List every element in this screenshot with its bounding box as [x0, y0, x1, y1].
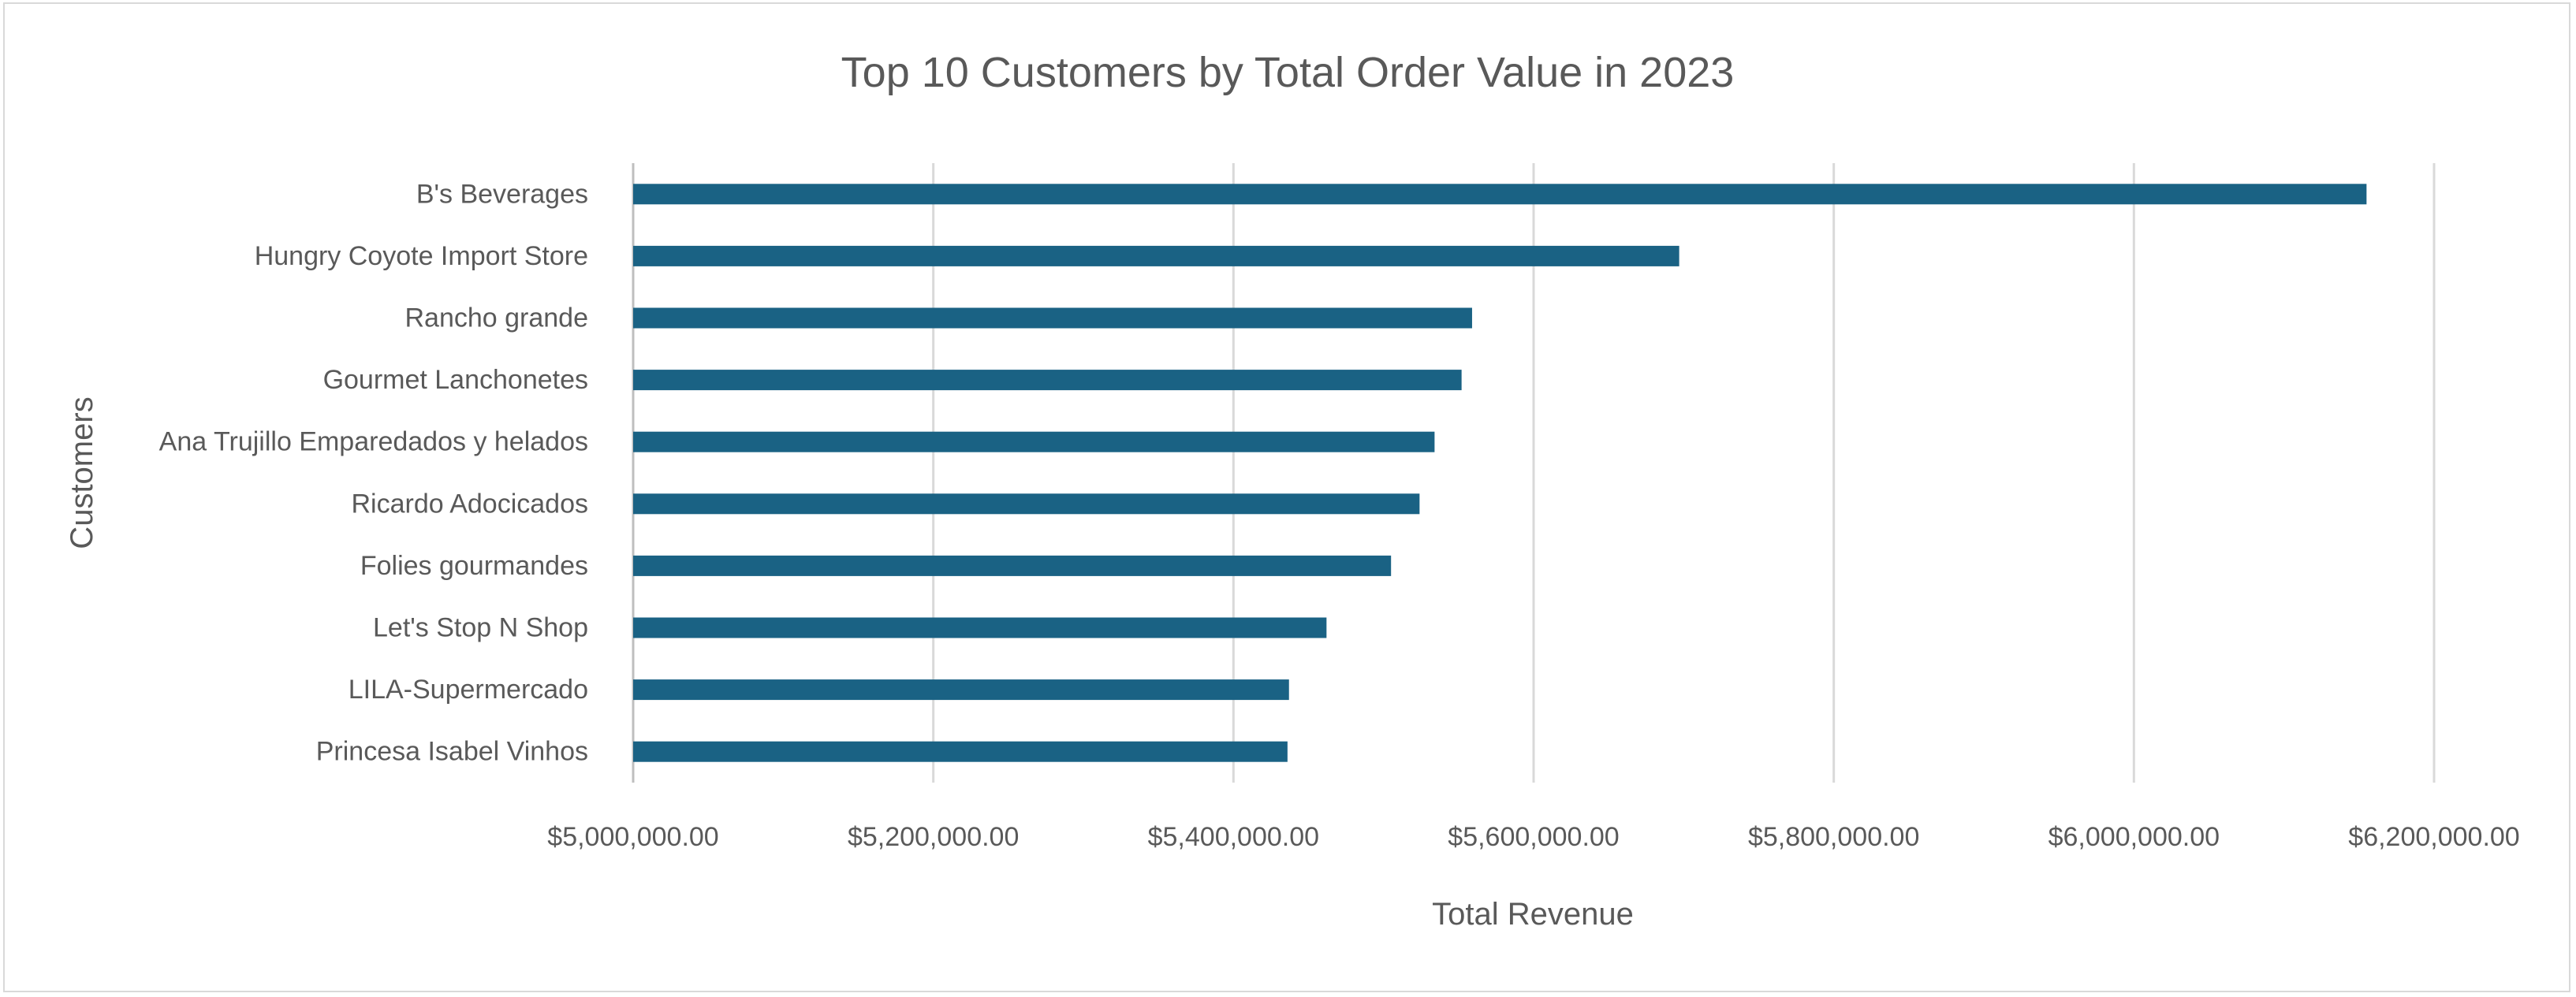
- bar: [633, 679, 1289, 701]
- category-label: Rancho grande: [404, 303, 588, 333]
- chart-title: Top 10 Customers by Total Order Value in…: [841, 49, 1735, 96]
- bar: [633, 617, 1327, 638]
- bar: [633, 555, 1392, 576]
- x-tick-label: $5,400,000.00: [1148, 822, 1319, 852]
- bar: [633, 370, 1462, 391]
- category-label: Princesa Isabel Vinhos: [316, 737, 588, 767]
- bar: [633, 741, 1288, 762]
- x-tick-label: $6,000,000.00: [2048, 822, 2220, 852]
- category-label: Gourmet Lanchonetes: [323, 365, 588, 395]
- category-label: B's Beverages: [416, 179, 588, 209]
- y-axis-title: Customers: [65, 396, 99, 549]
- bar: [633, 493, 1420, 515]
- category-labels: B's Beverages Hungry Coyote Import Store R…: [159, 179, 588, 766]
- bar: [633, 307, 1472, 329]
- bar: [633, 184, 2367, 205]
- x-axis-title: Total Revenue: [1432, 897, 1634, 932]
- gridlines: [632, 163, 2436, 783]
- x-tick-label: $6,200,000.00: [2348, 822, 2519, 852]
- x-tick-label: $5,200,000.00: [848, 822, 1019, 852]
- category-label: Ana Trujillo Emparedados y helados: [159, 427, 588, 457]
- category-label: Ricardo Adocicados: [351, 489, 588, 519]
- x-tick-label: $5,800,000.00: [1748, 822, 1919, 852]
- category-label: LILA-Supermercado: [349, 675, 588, 705]
- x-tick-labels: $5,000,000.00 $5,200,000.00 $5,400,000.00 $…: [547, 822, 2519, 852]
- category-label: Let's Stop N Shop: [373, 613, 588, 643]
- bars: [633, 184, 2367, 762]
- category-label: Hungry Coyote Import Store: [255, 241, 588, 271]
- bar: [633, 431, 1435, 452]
- category-label: Folies gourmandes: [360, 551, 588, 581]
- bar: [633, 245, 1679, 266]
- x-tick-label: $5,600,000.00: [1448, 822, 1619, 852]
- x-tick-label: $5,000,000.00: [547, 822, 718, 852]
